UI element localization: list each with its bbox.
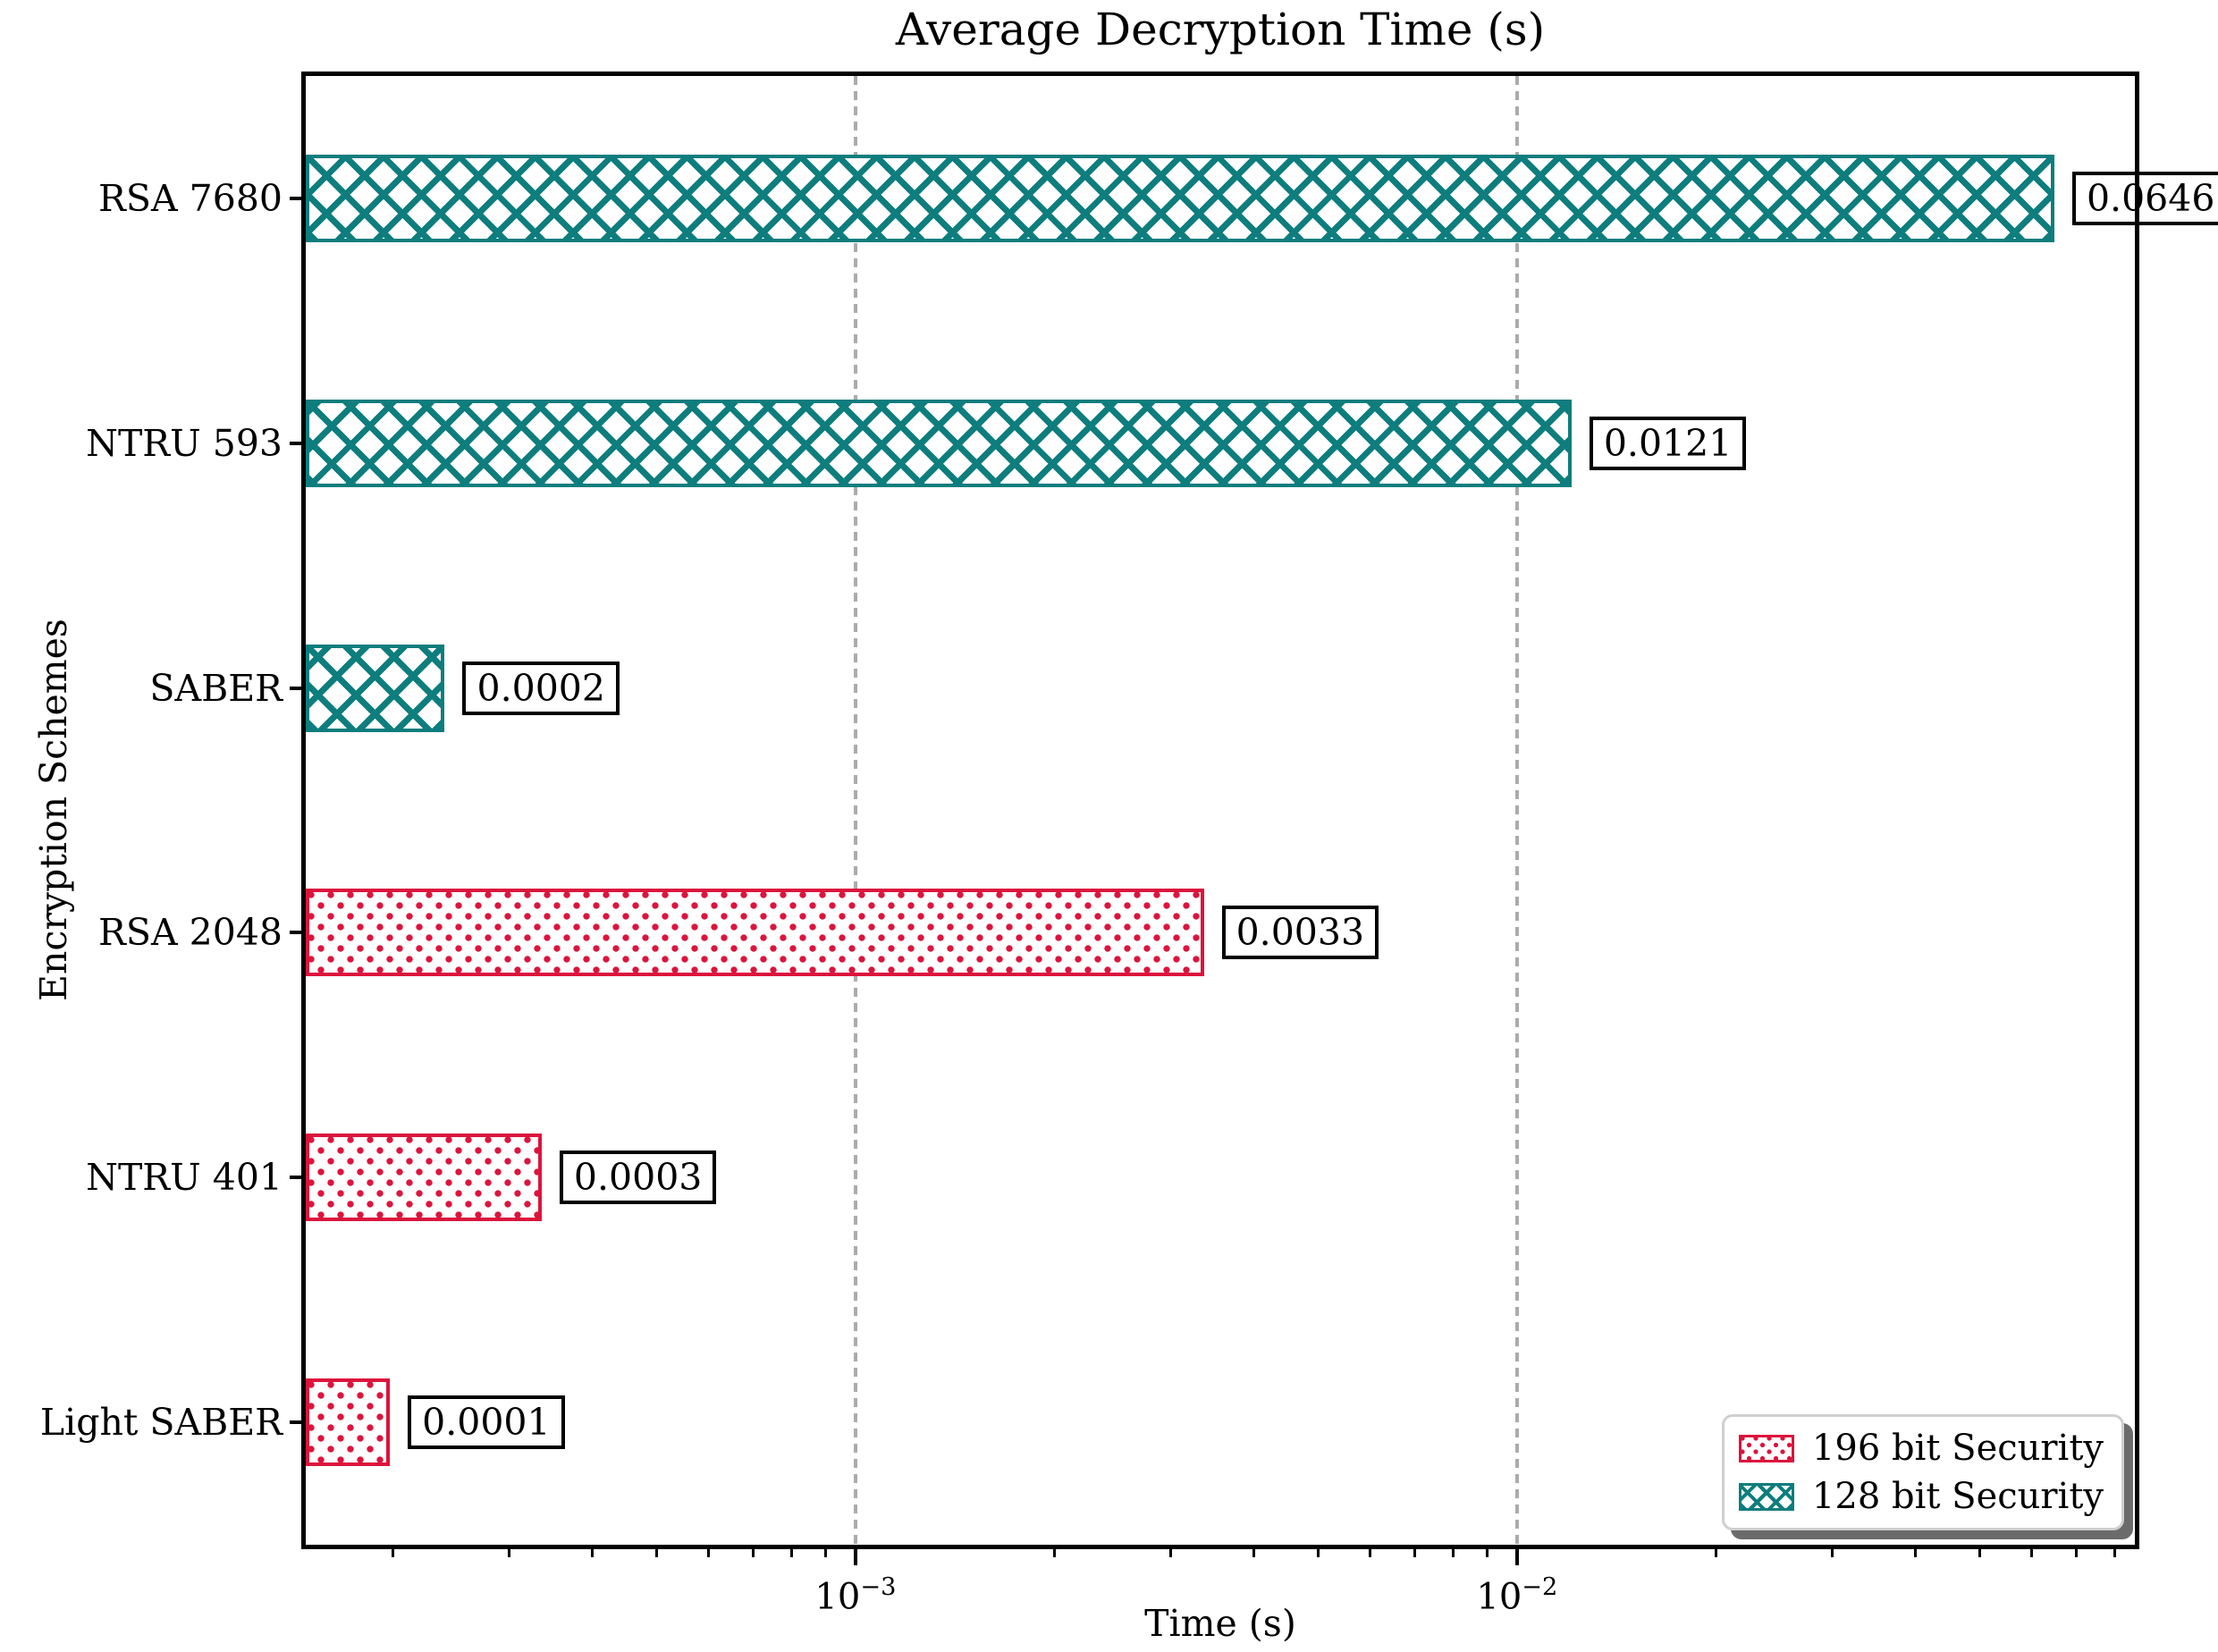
legend-label: 196 bit Security: [1811, 1428, 2104, 1469]
value-label: 0.0121: [1589, 416, 1747, 470]
x-axis-minor-tick: [789, 1547, 793, 1557]
plot-area: 196 bit Security 128 bit Security 0.0646…: [301, 72, 2218, 1549]
x-axis-minor-tick: [654, 1547, 658, 1557]
plot-border: [301, 72, 2139, 1549]
value-label: 0.0001: [408, 1395, 565, 1450]
x-axis-minor-tick: [2113, 1547, 2116, 1557]
x-axis-minor-tick: [1053, 1547, 1057, 1557]
x-axis-minor-tick: [1485, 1547, 1489, 1557]
x-axis-minor-tick: [1913, 1547, 1917, 1557]
y-axis-tick: [290, 686, 303, 690]
x-axis-major-tick: [1514, 1547, 1519, 1565]
category-label: NTRU 401: [86, 1156, 283, 1200]
x-axis-minor-tick: [751, 1547, 755, 1557]
x-axis-minor-tick: [2030, 1547, 2034, 1557]
category-label: Light SABER: [39, 1401, 283, 1445]
y-axis-tick: [290, 1420, 303, 1425]
x-axis-major-tick: [853, 1547, 857, 1565]
legend-swatch-dots: [1738, 1434, 1794, 1462]
x-axis-minor-tick: [508, 1547, 511, 1557]
x-axis-minor-tick: [1369, 1547, 1372, 1557]
chart-title: Average Decryption Time (s): [895, 4, 1546, 55]
legend-item-196bit: 196 bit Security: [1738, 1428, 2104, 1469]
bar-ntru-593: [306, 399, 1572, 487]
category-label: RSA 7680: [98, 176, 283, 220]
bar-light-saber: [306, 1378, 391, 1467]
x-axis-minor-tick: [1169, 1547, 1173, 1557]
gridline: [853, 76, 857, 1545]
legend-label: 128 bit Security: [1811, 1476, 2104, 1517]
value-label: 0.0646: [2071, 171, 2218, 225]
legend: 196 bit Security 128 bit Security: [1721, 1414, 2124, 1530]
y-axis-tick: [290, 196, 303, 200]
x-axis-minor-tick: [1831, 1547, 1834, 1557]
x-axis-minor-tick: [2074, 1547, 2078, 1557]
x-tick-label: 10−3: [814, 1572, 897, 1618]
y-axis-tick: [290, 1176, 303, 1180]
y-axis-tick: [290, 441, 303, 445]
x-axis-minor-tick: [823, 1547, 827, 1557]
x-axis-minor-tick: [392, 1547, 395, 1557]
bar-ntru-401: [306, 1134, 542, 1222]
category-label: RSA 2048: [98, 911, 283, 955]
value-label: 0.0033: [1221, 906, 1379, 960]
x-axis-minor-tick: [1316, 1547, 1320, 1557]
x-axis-minor-tick: [1451, 1547, 1455, 1557]
value-label: 0.0003: [559, 1150, 717, 1205]
x-axis-title: Time (s): [1144, 1602, 1296, 1645]
x-axis-minor-tick: [1413, 1547, 1416, 1557]
bar-saber: [306, 644, 445, 732]
category-label: NTRU 593: [86, 421, 283, 465]
x-axis-minor-tick: [707, 1547, 711, 1557]
bar-rsa-2048: [306, 889, 1204, 977]
x-tick-label: 10−2: [1476, 1572, 1558, 1618]
x-axis-minor-tick: [1715, 1547, 1718, 1557]
legend-swatch-cross: [1738, 1482, 1794, 1511]
x-axis-minor-tick: [1978, 1547, 1981, 1557]
y-axis-tick: [290, 931, 303, 935]
category-label: SABER: [149, 666, 283, 710]
x-axis-minor-tick: [590, 1547, 594, 1557]
gridline: [1514, 76, 1519, 1545]
bar-rsa-7680: [306, 154, 2054, 242]
legend-item-128bit: 128 bit Security: [1738, 1476, 2104, 1517]
x-axis-minor-tick: [1252, 1547, 1255, 1557]
value-label: 0.0002: [462, 661, 620, 715]
